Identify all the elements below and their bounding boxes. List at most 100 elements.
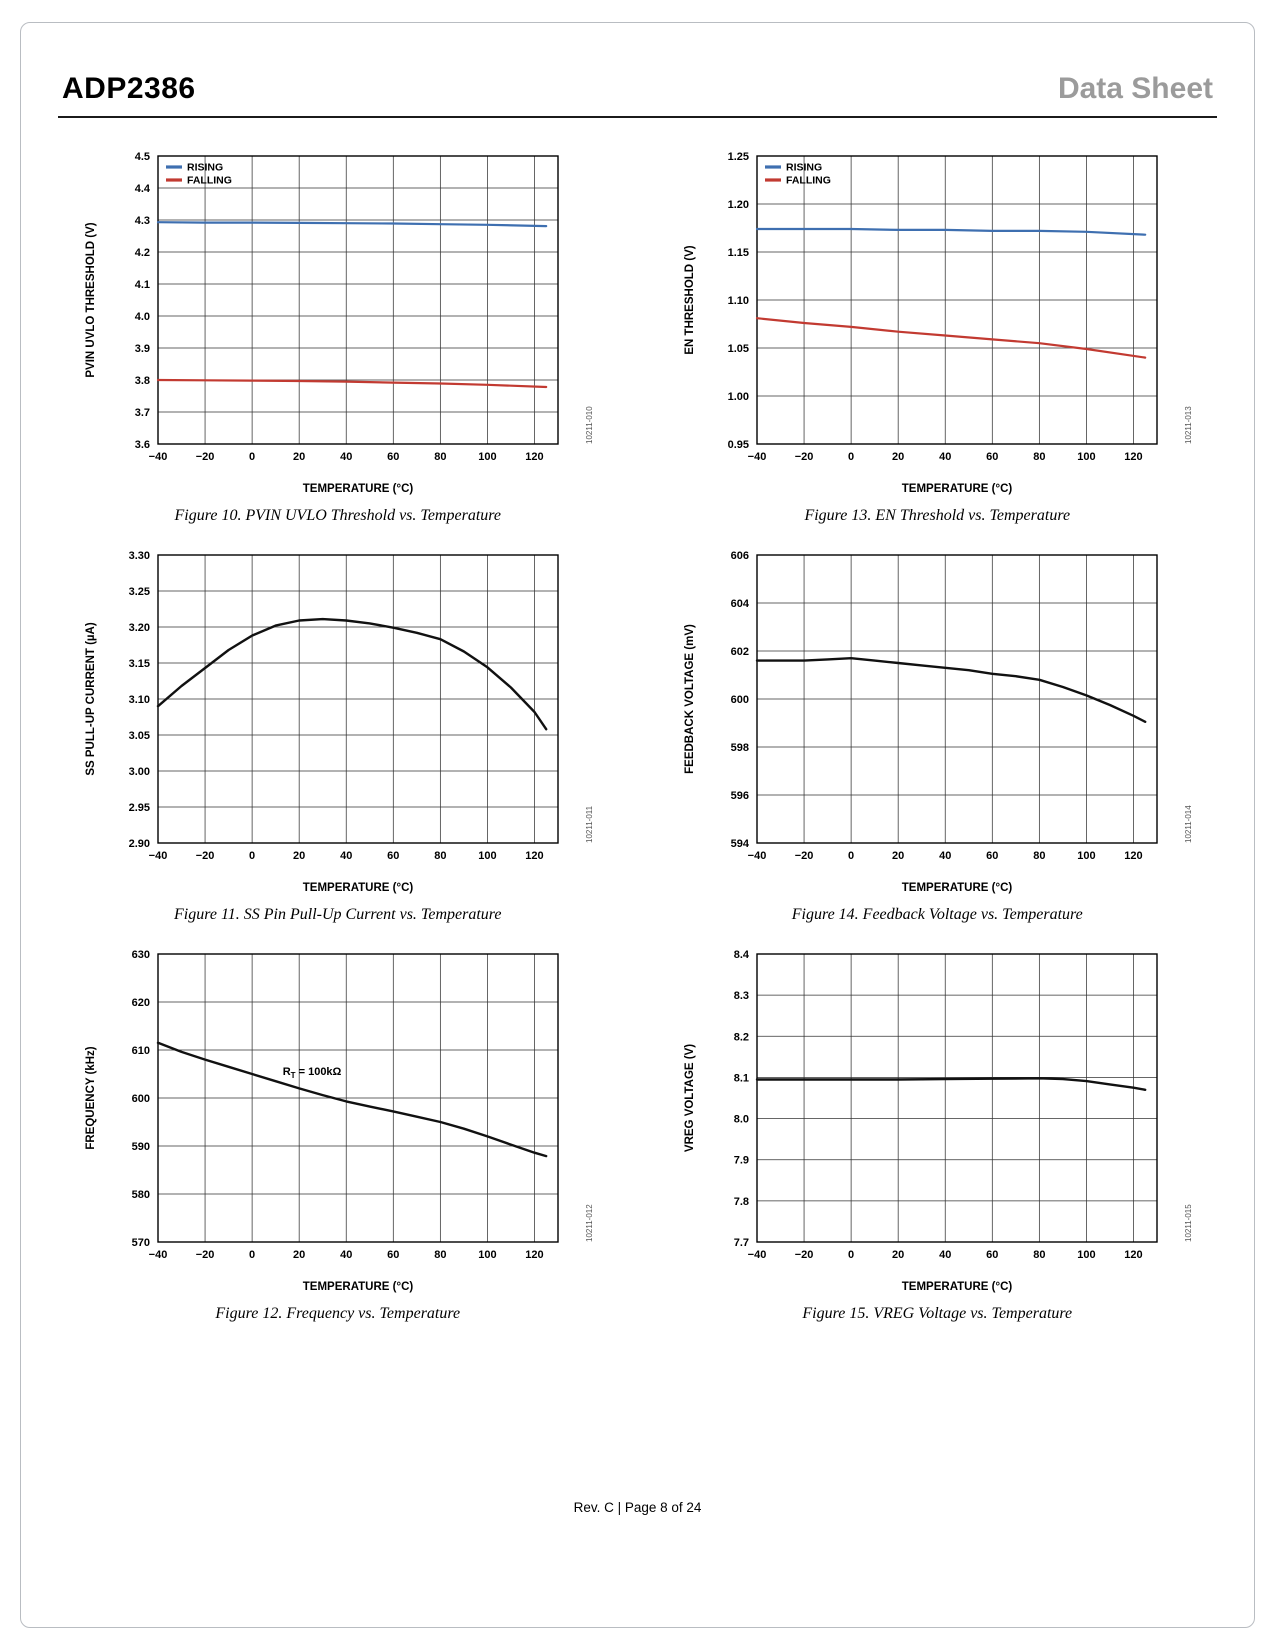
plot-grid (756, 155, 1158, 445)
series-rising (156, 221, 548, 228)
charts-grid: RISING FALLING −40 −20 0 20 40 60 80 100 120 3.6 3.7… (58, 142, 1217, 1323)
svg-text:630: 630 (131, 949, 149, 961)
svg-text:100: 100 (478, 850, 496, 862)
svg-text:100: 100 (478, 451, 496, 463)
svg-text:3.15: 3.15 (128, 658, 149, 670)
svg-text:3.25: 3.25 (128, 586, 149, 598)
figure-10-caption: Figure 10. PVIN UVLO Threshold vs. Tempe… (174, 507, 501, 524)
svg-text:20: 20 (892, 1249, 904, 1261)
svg-text:60: 60 (986, 850, 998, 862)
svg-text:3.30: 3.30 (128, 550, 149, 562)
svg-text:4.0: 4.0 (134, 311, 149, 323)
svg-text:20: 20 (293, 1249, 305, 1261)
svg-text:7.8: 7.8 (734, 1196, 749, 1208)
svg-text:7.9: 7.9 (734, 1155, 749, 1167)
series-frequency (156, 1041, 548, 1158)
svg-text:0: 0 (249, 1249, 255, 1261)
svg-text:598: 598 (731, 742, 749, 754)
svg-text:−20: −20 (195, 1249, 214, 1261)
svg-text:8.0: 8.0 (734, 1114, 749, 1126)
svg-text:606: 606 (731, 550, 749, 562)
page-footer: Rev. C | Page 8 of 24 (0, 1500, 1275, 1515)
svg-text:604: 604 (731, 598, 750, 610)
axis-labels: −40 −20 0 20 40 60 80 100 120 570 580 590 600 610 620 6… (85, 949, 544, 1293)
svg-text:20: 20 (892, 850, 904, 862)
series-feedback-voltage (756, 656, 1147, 724)
plot-border (157, 554, 559, 844)
figure-14-cell: −40 −20 0 20 40 60 80 100 120 594 596 598 600 602 604 6… (677, 541, 1197, 924)
plot-border (756, 155, 1158, 445)
figure-15-cell: −40 −20 0 20 40 60 80 100 120 7.7 7.8 7.9 8.0 8.1 8.2 8… (677, 940, 1197, 1323)
svg-text:4.4: 4.4 (134, 183, 150, 195)
figure-code: 10211-014 (1184, 805, 1193, 843)
svg-text:600: 600 (731, 694, 749, 706)
svg-text:80: 80 (434, 1249, 446, 1261)
series-vreg-voltage (756, 1077, 1147, 1092)
legend-label: RISING (187, 162, 223, 174)
svg-text:1.20: 1.20 (728, 199, 749, 211)
svg-text:40: 40 (340, 1249, 352, 1261)
svg-text:120: 120 (525, 451, 543, 463)
svg-text:120: 120 (1125, 850, 1143, 862)
svg-text:20: 20 (293, 850, 305, 862)
legend-label: FALLING (786, 175, 831, 187)
axis-labels: −40 −20 0 20 40 60 80 100 120 0.95 1.00 1.05 1.10 1.1… (684, 151, 1143, 495)
y-axis-title: PVIN UVLO THRESHOLD (V) (85, 222, 97, 377)
figure-13-cell: RISING FALLING −40 −20 0 20 40 60 80 100 120 0.95 1.… (677, 142, 1197, 525)
svg-text:−20: −20 (795, 850, 814, 862)
svg-text:−40: −40 (748, 850, 767, 862)
x-axis-title: TEMPERATURE (°C) (902, 1281, 1013, 1293)
svg-text:60: 60 (387, 451, 399, 463)
svg-text:20: 20 (892, 451, 904, 463)
svg-text:4.1: 4.1 (134, 279, 149, 291)
page-header: ADP2386 Data Sheet (58, 48, 1217, 116)
svg-text:4.2: 4.2 (134, 247, 149, 259)
series-falling (156, 378, 548, 389)
figure-code: 10211-015 (1184, 1204, 1193, 1242)
svg-text:100: 100 (1077, 1249, 1095, 1261)
svg-text:3.9: 3.9 (134, 343, 149, 355)
svg-text:590: 590 (131, 1141, 149, 1153)
svg-text:−40: −40 (148, 451, 167, 463)
figure-code: 10211-012 (585, 1204, 594, 1242)
plot-grid (756, 953, 1158, 1243)
y-axis-title: SS PULL-UP CURRENT (µA) (85, 622, 97, 776)
svg-text:8.2: 8.2 (734, 1031, 749, 1043)
svg-text:7.7: 7.7 (734, 1237, 749, 1249)
svg-text:120: 120 (1125, 1249, 1143, 1261)
svg-text:0: 0 (249, 451, 255, 463)
svg-text:1.05: 1.05 (728, 343, 749, 355)
svg-text:80: 80 (1033, 451, 1045, 463)
svg-text:80: 80 (434, 451, 446, 463)
chart-frequency: RT = 100kΩ −40 −20 0 20 40 60 80 100 120 570 580 590… (78, 940, 598, 1301)
series-rising (756, 227, 1147, 236)
svg-text:20: 20 (293, 451, 305, 463)
svg-text:−40: −40 (748, 1249, 767, 1261)
svg-text:100: 100 (1077, 451, 1095, 463)
series-falling (756, 317, 1147, 359)
svg-text:600: 600 (131, 1093, 149, 1105)
svg-text:−20: −20 (795, 451, 814, 463)
series-lines (156, 1041, 548, 1158)
series-lines (156, 617, 548, 731)
svg-text:602: 602 (731, 646, 749, 658)
series-lines (756, 1077, 1147, 1092)
svg-text:0: 0 (249, 850, 255, 862)
svg-text:3.7: 3.7 (134, 407, 149, 419)
series-lines (756, 227, 1147, 359)
svg-text:100: 100 (478, 1249, 496, 1261)
plot-grid (157, 155, 558, 445)
svg-text:0: 0 (848, 1249, 854, 1261)
doc-type-label: Data Sheet (1057, 72, 1213, 105)
svg-text:3.00: 3.00 (128, 766, 149, 778)
figure-code: 10211-010 (585, 406, 594, 444)
chart-pvin-uvlo-threshold: RISING FALLING −40 −20 0 20 40 60 80 100 120 3.6 3.7… (78, 142, 598, 503)
header-rule (58, 116, 1217, 118)
figure-11-caption: Figure 11. SS Pin Pull-Up Current vs. Te… (173, 906, 502, 923)
chart-en-threshold: RISING FALLING −40 −20 0 20 40 60 80 100 120 0.95 1.… (677, 142, 1197, 503)
svg-text:−20: −20 (795, 1249, 814, 1261)
svg-text:580: 580 (131, 1189, 149, 1201)
y-axis-title: EN THRESHOLD (V) (684, 245, 696, 354)
figure-14-caption: Figure 14. Feedback Voltage vs. Temperat… (791, 906, 1083, 923)
